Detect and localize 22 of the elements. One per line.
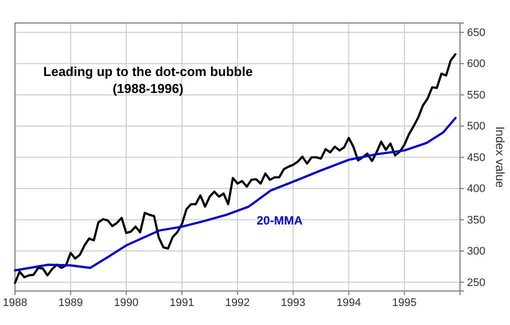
y-tick-label: 600 xyxy=(467,58,486,70)
y-tick-label: 500 xyxy=(467,120,486,133)
y-tick-label: 400 xyxy=(467,183,486,196)
y-axis-title: Index value xyxy=(493,126,507,188)
x-tick-label: 1992 xyxy=(225,296,250,309)
x-tick-label: 1991 xyxy=(170,296,194,309)
x-tick-label: 1995 xyxy=(392,296,417,309)
y-tick-label: 250 xyxy=(467,276,486,289)
x-tick-label: 1993 xyxy=(280,296,306,309)
annotation: Leading up to the dot-com bubble (1988-1996) xyxy=(43,64,253,96)
x-tick-label: 1988 xyxy=(2,296,28,309)
y-tick-label: 350 xyxy=(467,214,486,226)
y-tick-label: 300 xyxy=(467,246,486,258)
x-tick-label: 1994 xyxy=(336,296,361,309)
y-tick-label: 550 xyxy=(467,89,486,102)
series-label: 20-MMA xyxy=(256,214,303,228)
y-tick-label: 450 xyxy=(467,152,486,164)
x-tick-label: 1989 xyxy=(58,296,83,309)
line-series xyxy=(14,116,457,272)
line-series xyxy=(14,53,456,284)
x-tick-label: 1990 xyxy=(114,296,138,309)
y-tick-label: 650 xyxy=(467,26,486,39)
